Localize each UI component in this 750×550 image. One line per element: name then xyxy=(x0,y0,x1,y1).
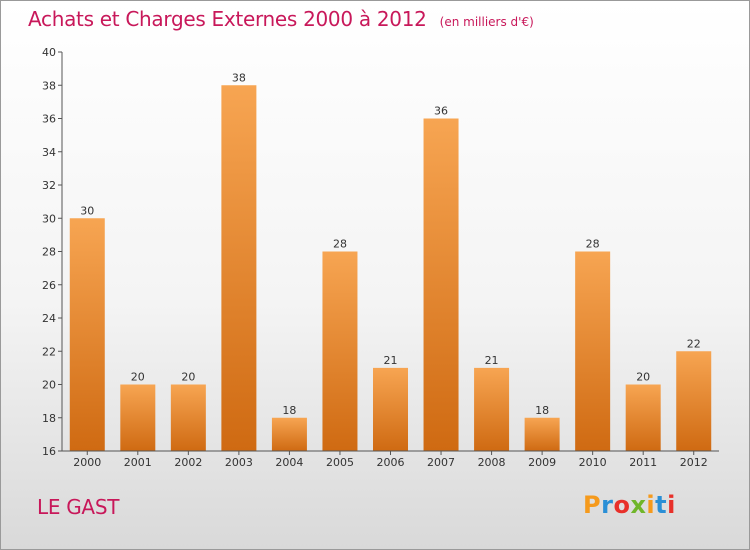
y-tick-label-38: 38 xyxy=(42,79,56,92)
bar-2004 xyxy=(271,417,307,451)
data-label-2011: 20 xyxy=(636,371,650,384)
x-tick-label-2005: 2005 xyxy=(326,456,354,469)
logo-letter: t xyxy=(655,491,668,519)
bar-2002 xyxy=(170,384,206,451)
y-tick-label-18: 18 xyxy=(42,412,56,425)
x-tick-label-2007: 2007 xyxy=(427,456,455,469)
x-tick-label-2002: 2002 xyxy=(174,456,202,469)
y-tick-label-36: 36 xyxy=(42,113,56,126)
y-tick-label-26: 26 xyxy=(42,279,56,292)
x-tick-label-2003: 2003 xyxy=(225,456,253,469)
bar-2003 xyxy=(221,85,257,451)
logo-letter: o xyxy=(613,491,631,519)
logo-letter: x xyxy=(630,491,647,519)
y-tick-label-40: 40 xyxy=(42,46,56,59)
axes-group: 2000 2001 2002 2003 2004 2005 2006 2007 2008 2009… xyxy=(42,46,719,469)
bar-2010 xyxy=(575,251,611,451)
x-tick-label-2004: 2004 xyxy=(275,456,303,469)
y-tick-label-22: 22 xyxy=(42,345,56,358)
x-tick-label-2010: 2010 xyxy=(579,456,607,469)
bar-2001 xyxy=(120,384,156,451)
logo-letter: r xyxy=(601,491,614,519)
chart-unit-note: (en milliers d'€) xyxy=(439,15,534,29)
y-tick-label-30: 30 xyxy=(42,212,56,225)
data-label-2010: 28 xyxy=(586,238,600,251)
data-label-2006: 21 xyxy=(384,354,398,367)
bars-group: 30 20 20 38 18 28 21 36 21 18 28 20 22 xyxy=(69,71,712,451)
bar-2012 xyxy=(676,351,712,451)
bar-2000 xyxy=(69,218,105,451)
data-label-2012: 22 xyxy=(687,337,701,350)
data-label-2007: 36 xyxy=(434,105,448,118)
data-label-2000: 30 xyxy=(80,204,94,217)
data-label-2002: 20 xyxy=(181,371,195,384)
bar-2011 xyxy=(625,384,661,451)
x-tick-label-2001: 2001 xyxy=(124,456,152,469)
x-tick-label-2009: 2009 xyxy=(528,456,556,469)
data-label-2005: 28 xyxy=(333,238,347,251)
bar-2009 xyxy=(524,417,560,451)
x-tick-label-2006: 2006 xyxy=(377,456,405,469)
data-label-2008: 21 xyxy=(485,354,499,367)
x-tick-label-2000: 2000 xyxy=(73,456,101,469)
y-tick-label-34: 34 xyxy=(42,146,56,159)
title-row: Achats et Charges Externes 2000 à 2012 (… xyxy=(28,7,534,31)
x-tick-label-2008: 2008 xyxy=(478,456,506,469)
y-tick-label-32: 32 xyxy=(42,179,56,192)
bar-2005 xyxy=(322,251,358,451)
logo-letter: i xyxy=(667,491,676,519)
proxiti-logo[interactable]: Proxiti xyxy=(583,491,676,519)
y-tick-label-28: 28 xyxy=(42,246,56,259)
logo-letter: i xyxy=(646,491,656,519)
data-label-2009: 18 xyxy=(535,404,549,417)
x-tick-label-2012: 2012 xyxy=(680,456,708,469)
commune-name: LE GAST xyxy=(37,495,120,519)
logo-letter: P xyxy=(583,491,602,519)
y-tick-label-16: 16 xyxy=(42,445,56,458)
y-tick-label-24: 24 xyxy=(42,312,56,325)
data-label-2003: 38 xyxy=(232,71,246,84)
data-label-2004: 18 xyxy=(282,404,296,417)
data-label-2001: 20 xyxy=(131,371,145,384)
bar-2007 xyxy=(423,118,459,451)
bar-2006 xyxy=(373,367,408,451)
x-tick-label-2011: 2011 xyxy=(629,456,657,469)
bar-2008 xyxy=(474,367,510,451)
chart-title: Achats et Charges Externes 2000 à 2012 xyxy=(28,7,427,31)
y-tick-label-20: 20 xyxy=(42,379,56,392)
